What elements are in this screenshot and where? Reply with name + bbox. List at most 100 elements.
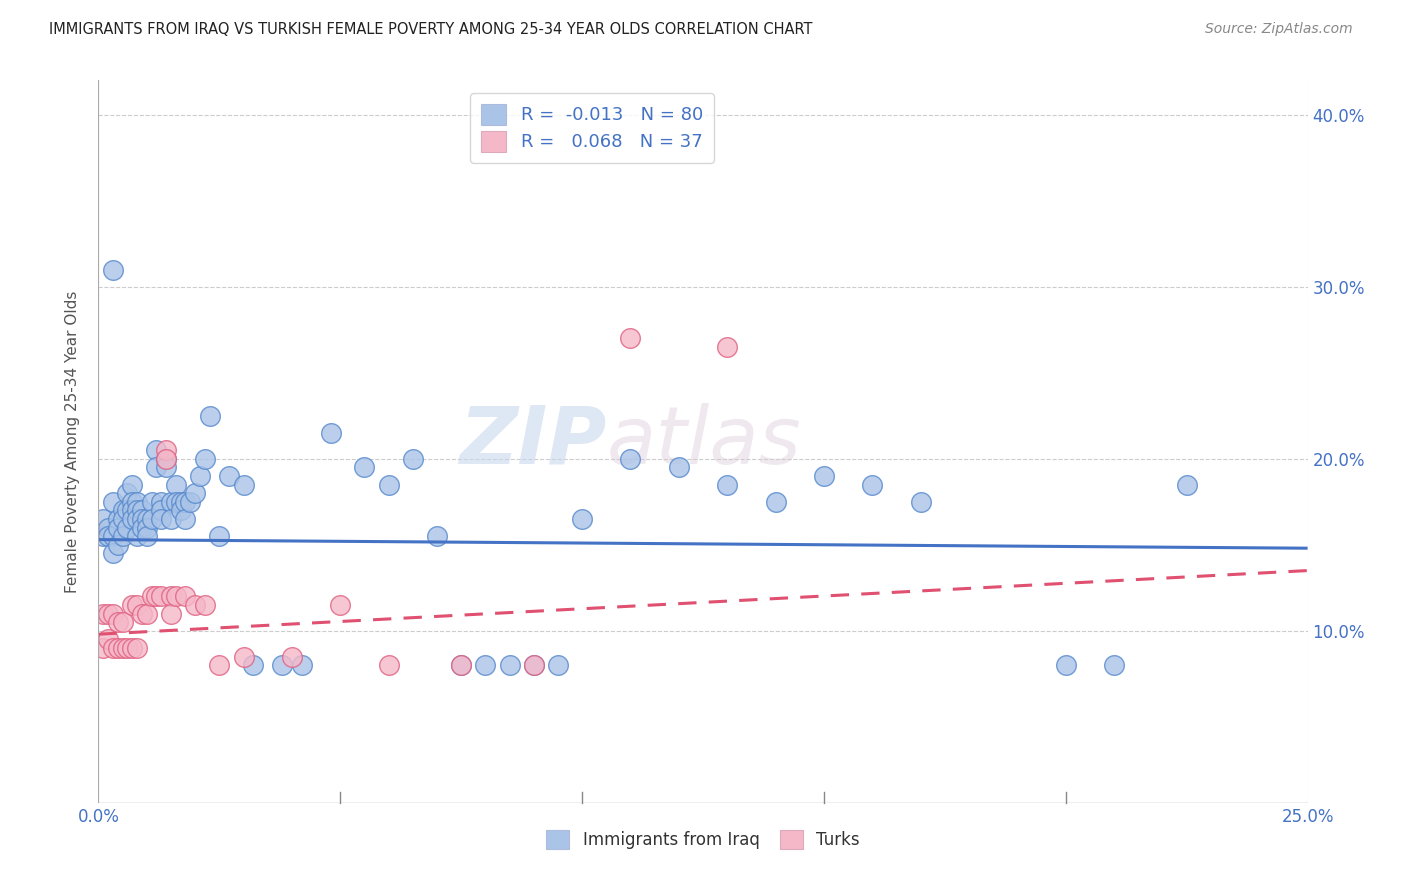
Point [319, 425, 342, 440]
Point [160, 590, 183, 604]
Point [353, 460, 375, 475]
Point [101, 494, 124, 508]
Point [145, 590, 167, 604]
Point [165, 590, 187, 604]
Point [716, 340, 738, 354]
Point [194, 598, 217, 612]
Point [141, 494, 163, 508]
Point [377, 477, 399, 491]
Text: atlas: atlas [606, 402, 801, 481]
Point [150, 494, 173, 508]
Point [179, 494, 201, 508]
Point [145, 460, 167, 475]
Point [127, 503, 149, 517]
Point [165, 477, 187, 491]
Point [131, 503, 153, 517]
Point [232, 649, 254, 664]
Point [169, 503, 191, 517]
Point [131, 607, 153, 621]
Point [101, 529, 124, 543]
Point [111, 640, 134, 655]
Point [117, 520, 139, 534]
Point [910, 494, 932, 508]
Point [619, 451, 641, 466]
Point [131, 520, 153, 534]
Point [97, 632, 120, 647]
Point [127, 640, 149, 655]
Point [150, 590, 173, 604]
Point [155, 451, 177, 466]
Point [107, 538, 129, 552]
Point [127, 598, 149, 612]
Point [377, 658, 399, 673]
Point [101, 607, 124, 621]
Point [131, 512, 153, 526]
Point [97, 520, 120, 534]
Point [121, 640, 143, 655]
Point [155, 451, 177, 466]
Point [111, 512, 134, 526]
Point [107, 615, 129, 630]
Point [329, 598, 352, 612]
Point [160, 512, 183, 526]
Point [127, 512, 149, 526]
Point [860, 477, 883, 491]
Point [127, 529, 149, 543]
Point [107, 512, 129, 526]
Point [402, 451, 425, 466]
Point [150, 512, 173, 526]
Point [426, 529, 449, 543]
Point [121, 512, 143, 526]
Point [135, 529, 157, 543]
Point [281, 649, 304, 664]
Point [188, 469, 211, 483]
Point [155, 443, 177, 458]
Point [165, 494, 187, 508]
Point [290, 658, 312, 673]
Point [155, 460, 177, 475]
Point [668, 460, 690, 475]
Point [107, 520, 129, 534]
Point [117, 640, 139, 655]
Point [232, 477, 254, 491]
Point [1054, 658, 1077, 673]
Point [121, 494, 143, 508]
Point [117, 503, 139, 517]
Point [174, 494, 197, 508]
Y-axis label: Female Poverty Among 25-34 Year Olds: Female Poverty Among 25-34 Year Olds [65, 291, 80, 592]
Point [547, 658, 569, 673]
Point [141, 590, 163, 604]
Legend: Immigrants from Iraq, Turks: Immigrants from Iraq, Turks [540, 823, 866, 856]
Point [127, 494, 149, 508]
Point [91, 607, 114, 621]
Point [450, 658, 472, 673]
Point [97, 607, 120, 621]
Point [101, 546, 124, 560]
Point [97, 529, 120, 543]
Point [135, 520, 157, 534]
Point [135, 512, 157, 526]
Point [121, 598, 143, 612]
Point [135, 607, 157, 621]
Point [498, 658, 520, 673]
Point [450, 658, 472, 673]
Point [174, 512, 197, 526]
Point [523, 658, 546, 673]
Point [111, 615, 134, 630]
Point [160, 494, 183, 508]
Point [765, 494, 787, 508]
Point [141, 512, 163, 526]
Point [121, 503, 143, 517]
Point [91, 529, 114, 543]
Point [523, 658, 546, 673]
Point [194, 451, 217, 466]
Point [117, 486, 139, 500]
Point [107, 640, 129, 655]
Point [208, 529, 231, 543]
Point [1175, 477, 1198, 491]
Text: IMMIGRANTS FROM IRAQ VS TURKISH FEMALE POVERTY AMONG 25-34 YEAR OLDS CORRELATION: IMMIGRANTS FROM IRAQ VS TURKISH FEMALE P… [49, 22, 813, 37]
Point [571, 512, 593, 526]
Point [716, 477, 738, 491]
Point [150, 503, 173, 517]
Point [101, 640, 124, 655]
